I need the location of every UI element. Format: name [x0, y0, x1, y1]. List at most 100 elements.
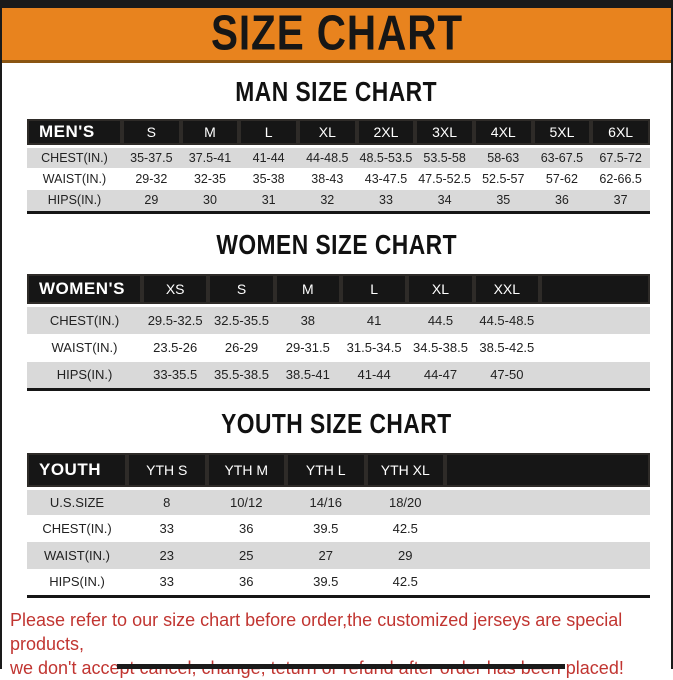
size-value: 26-29: [224, 340, 259, 355]
size-value: 14/16: [309, 494, 343, 510]
size-value: 47.5-52.5: [418, 172, 472, 186]
women-header-row: WOMEN'S XS S M L XL XXL: [27, 273, 650, 307]
size-value: 30: [203, 193, 217, 208]
top-black-strip: [2, 0, 671, 8]
row-label: CHEST(IN.): [42, 521, 112, 536]
row-label: WAIST(IN.): [51, 340, 118, 355]
size-value: 44-47: [423, 367, 458, 383]
size-value: 47-50: [490, 367, 524, 383]
youth-header-row: YOUTH YTH S YTH M YTH L YTH XL: [27, 453, 650, 490]
size-value: 36: [239, 521, 254, 536]
filler-cell: [445, 453, 650, 490]
size-column-header: 3XL: [415, 119, 474, 148]
table-row: CHEST(IN.) 35-37.5 37.5-41 41-44 44-48.5 48.5…: [27, 146, 650, 168]
size-value: 48.5-53.5: [359, 150, 413, 165]
table-row: HIPS(IN.) 33-35.5 35.5-38.5 38.5-41 41-44 44-…: [27, 361, 650, 390]
size-value: 52.5-57: [482, 172, 525, 186]
row-label: HIPS(IN.): [49, 574, 105, 590]
title-banner: SIZE CHART: [2, 6, 671, 63]
section-title-men: MAN SIZE CHART: [2, 77, 671, 108]
filler-cell: [445, 515, 650, 542]
filler-cell: [540, 273, 650, 307]
disclaimer-line-1: Please refer to our size chart before or…: [10, 609, 623, 654]
size-value: 38: [300, 312, 316, 328]
size-column-header: 4XL: [473, 119, 533, 148]
size-column-header: XXL: [473, 273, 540, 307]
size-value: 39.5: [313, 574, 339, 590]
size-column-header: 5XL: [532, 119, 592, 148]
size-value: 27: [318, 548, 333, 563]
size-value: 43-47.5: [364, 172, 408, 186]
size-value: 35: [496, 193, 511, 208]
size-value: 42.5: [392, 574, 418, 590]
size-value: 41-44: [252, 150, 285, 165]
size-column-header: S: [122, 119, 181, 148]
size-value: 32: [320, 193, 335, 208]
table-corner-label: YOUTH: [27, 453, 127, 490]
table-row: U.S.SIZE 8 10/12 14/16 18/20: [27, 488, 650, 515]
size-column-header: M: [180, 119, 240, 148]
size-value: 25: [239, 548, 254, 563]
size-value: 39.5: [313, 521, 339, 536]
size-value: 62-66.5: [599, 172, 642, 186]
table-row: HIPS(IN.) 33 36 39.5 42.5: [27, 569, 650, 596]
page-title: SIZE CHART: [210, 6, 463, 61]
row-label: HIPS(IN.): [47, 193, 102, 208]
table-row: CHEST(IN.) 33 36 39.5 42.5: [27, 515, 650, 542]
filler-cell: [540, 306, 650, 334]
size-value: 8: [163, 494, 171, 510]
size-value: 35-38: [252, 172, 285, 186]
row-label: WAIST(IN.): [42, 172, 107, 186]
table-row: WAIST(IN.) 23.5-26 26-29 29-31.5 31.5-34.5 34…: [27, 333, 650, 362]
size-value: 36: [554, 193, 569, 208]
table-row: CHEST(IN.) 29.5-32.5 32.5-35.5 38 41 44.5 44.5…: [27, 305, 650, 334]
size-column-header: S: [208, 273, 275, 307]
size-value: 32-35: [193, 172, 226, 186]
size-value: 53.5-58: [423, 150, 466, 165]
table-row: WAIST(IN.) 29-32 32-35 35-38 38-43 43-47.5 47.…: [27, 168, 650, 190]
size-value: 41-44: [357, 367, 391, 383]
filler-cell: [445, 488, 650, 515]
size-column-header: YTH XL: [365, 453, 445, 490]
size-value: 29.5-32.5: [147, 312, 203, 328]
size-value: 31.5-34.5: [346, 340, 402, 355]
size-column-header: L: [340, 273, 408, 307]
filler-cell: [540, 334, 650, 362]
section-title-youth-text: YOUTH SIZE CHART: [221, 408, 452, 440]
filler-cell: [445, 542, 650, 569]
size-value: 23.5-26: [153, 340, 198, 355]
table-row: WAIST(IN.) 23 25 27 29: [27, 542, 650, 569]
filler-cell: [445, 569, 650, 596]
size-value: 38.5-41: [285, 367, 330, 383]
row-label: U.S.SIZE: [49, 494, 105, 510]
men-header-row: MEN'S S M L XL 2XL 3XL 4XL 5XL 6XL: [27, 119, 650, 148]
size-value: 33: [159, 574, 174, 590]
size-value: 63-67.5: [540, 150, 584, 165]
size-value: 44.5: [427, 312, 454, 328]
table-corner-label: WOMEN'S: [27, 273, 142, 307]
size-value: 32.5-35.5: [214, 312, 269, 328]
size-value: 33-35.5: [153, 367, 198, 383]
size-column-header: XL: [297, 119, 357, 148]
size-column-header: 6XL: [591, 119, 650, 148]
youth-size-table: YOUTH YTH S YTH M YTH L YTH XL U.S.SIZE 8 10/1…: [27, 453, 650, 598]
size-column-header: YTH M: [206, 453, 286, 490]
size-value: 41: [366, 312, 382, 328]
size-value: 29-31.5: [285, 340, 330, 355]
size-value: 34: [437, 193, 452, 208]
table-corner-label: MEN'S: [27, 119, 122, 148]
size-column-header: YTH S: [127, 453, 207, 490]
size-value: 33: [159, 521, 174, 536]
row-label: CHEST(IN.): [49, 312, 120, 328]
size-value: 67.5-72: [599, 150, 642, 165]
size-column-header: XL: [407, 273, 474, 307]
size-column-header: YTH L: [286, 453, 366, 490]
size-column-header: 2XL: [356, 119, 416, 148]
size-value: 31: [261, 193, 276, 208]
size-value: 38-43: [311, 172, 344, 186]
size-value: 44.5-48.5: [479, 312, 535, 328]
men-size-table: MEN'S S M L XL 2XL 3XL 4XL 5XL 6XL CHEST(IN.) 35-3…: [27, 119, 650, 214]
size-column-header: XS: [142, 273, 209, 307]
size-value: 18/20: [388, 494, 422, 510]
row-label: CHEST(IN.): [41, 150, 108, 165]
